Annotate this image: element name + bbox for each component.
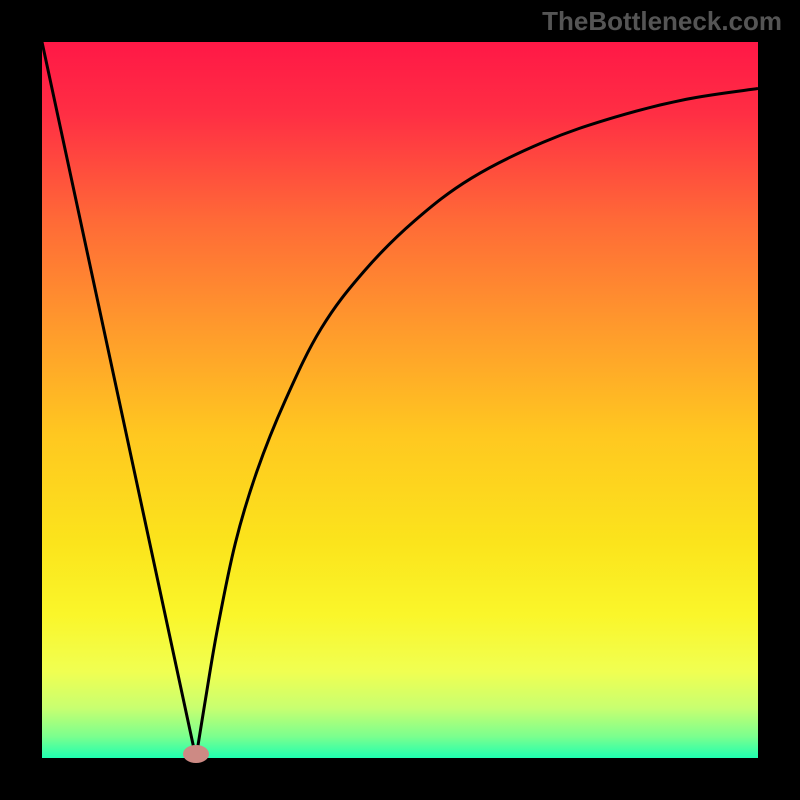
watermark-text: TheBottleneck.com [542,6,782,37]
border-left [0,42,42,758]
bottleneck-curve [42,42,758,758]
chart-container: TheBottleneck.com [0,0,800,800]
curve-svg [42,42,758,758]
border-right [758,42,800,758]
min-point-marker [183,745,209,763]
plot-area [42,42,758,758]
border-bottom [0,758,800,800]
